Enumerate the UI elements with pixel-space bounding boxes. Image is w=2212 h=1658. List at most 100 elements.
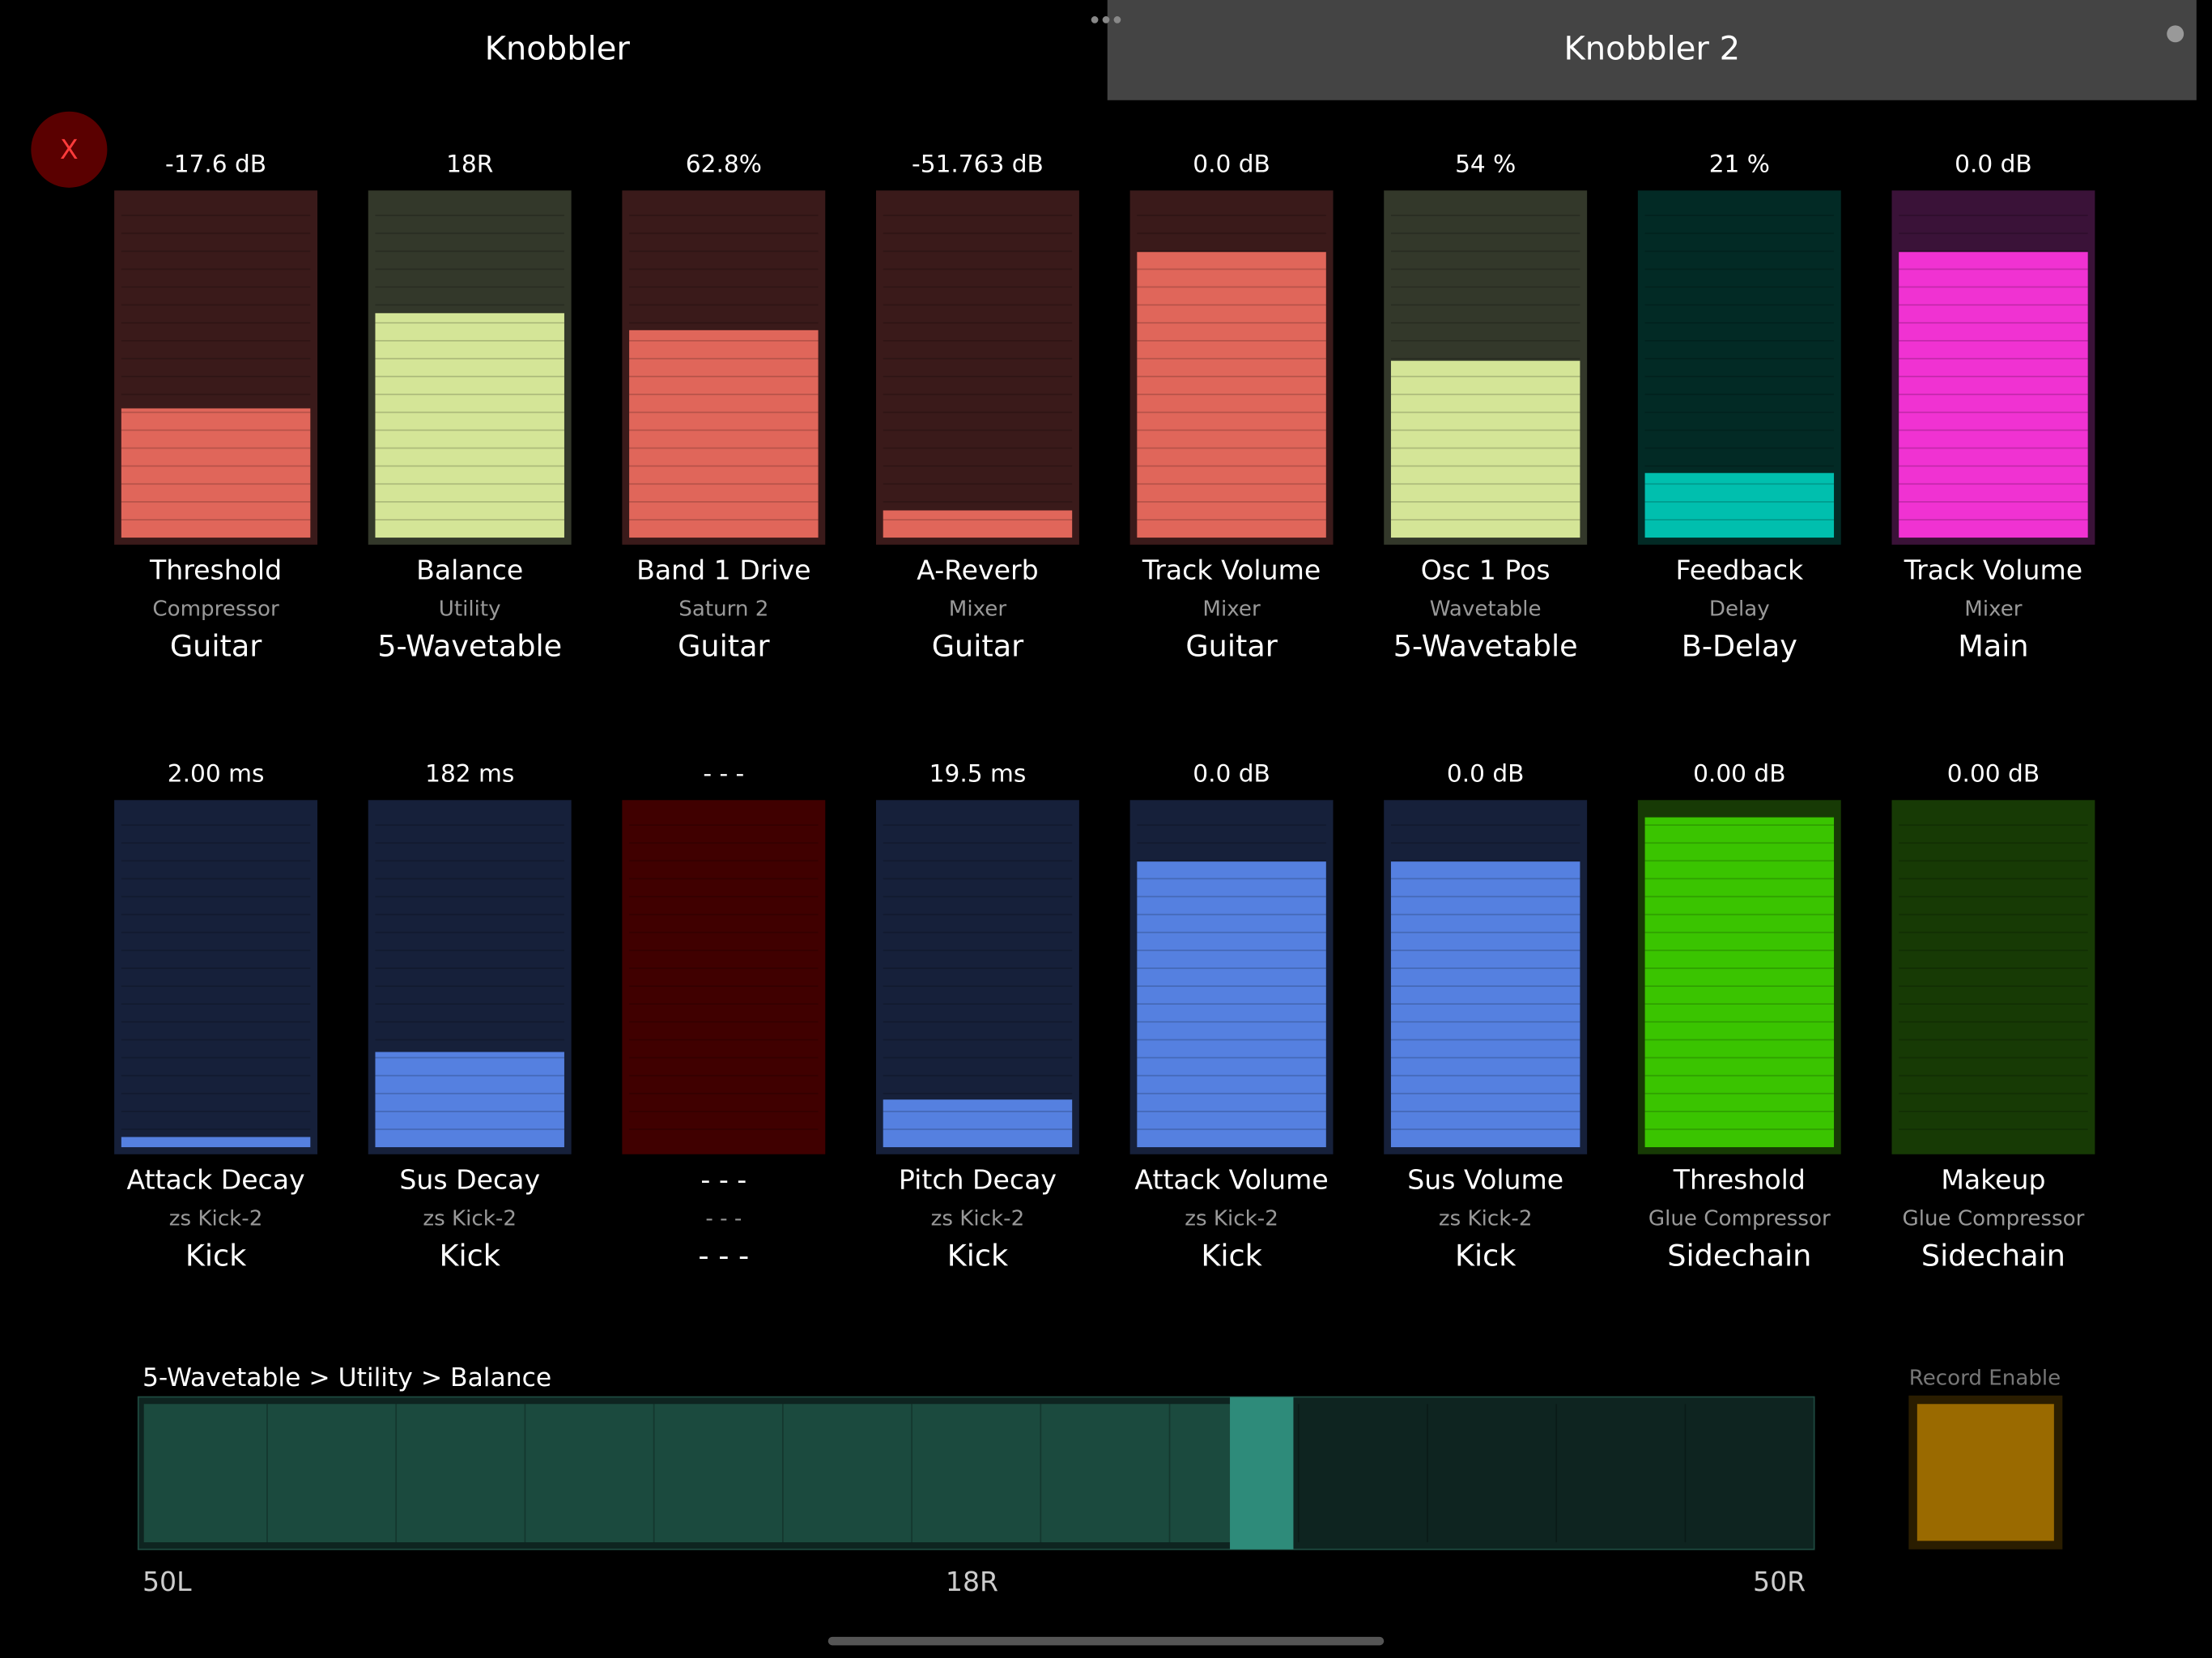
fader-device: Compressor	[152, 597, 279, 621]
fader-device: zs Kick-2	[1439, 1206, 1533, 1231]
fader-value: 2.00 ms	[168, 759, 265, 787]
fader-value: -51.763 dB	[912, 150, 1044, 177]
tab-2[interactable]	[1107, 0, 2197, 100]
fader-value: 0.0 dB	[1193, 759, 1270, 787]
fader-fill	[1899, 252, 2088, 538]
dot	[1091, 16, 1099, 23]
fader-name: Attack Volume	[1134, 1163, 1328, 1195]
slider[interactable]	[137, 1396, 1815, 1550]
fader-fill	[121, 1137, 311, 1148]
fader-value: 0.0 dB	[1955, 150, 2032, 177]
fader-track[interactable]	[875, 190, 1079, 545]
fader-track-name: Guitar	[1185, 629, 1278, 664]
fader-name: Threshold	[149, 554, 282, 585]
status-dot	[2167, 25, 2184, 43]
fader-name: Osc 1 Pos	[1421, 554, 1551, 585]
record-label: Record Enable	[1909, 1366, 2061, 1390]
fader-value: 0.00 dB	[1947, 759, 2040, 787]
fader-value: 182 ms	[425, 759, 514, 787]
fader-fill	[1137, 861, 1326, 1148]
fader-track-name: - - -	[698, 1238, 749, 1273]
slider-value: 18R	[946, 1566, 998, 1597]
fader-fill	[375, 312, 564, 538]
fader-device: Wavetable	[1430, 597, 1542, 621]
fader-fill	[121, 408, 311, 538]
fader-track[interactable]	[114, 800, 318, 1154]
fader-fill	[1390, 360, 1580, 538]
fader-device: Glue Compressor	[1648, 1206, 1831, 1231]
fader-device: zs Kick-2	[1185, 1206, 1278, 1231]
fader-value: -17.6 dB	[165, 150, 266, 177]
fader-device: zs Kick-2	[931, 1206, 1025, 1231]
fader-value: 0.00 dB	[1693, 759, 1785, 787]
fader-device: Mixer	[949, 597, 1007, 621]
fader-track-name: Kick	[439, 1238, 500, 1273]
fader-track-name: Guitar	[170, 629, 262, 664]
selected-path: 5-Wavetable > Utility > Balance	[143, 1363, 551, 1392]
faders: -17.6 dB Threshold Compressor Guitar 18R Bala…	[114, 150, 2095, 1273]
fader-value: 21 %	[1709, 150, 1770, 177]
fader-track-name: Guitar	[678, 629, 770, 664]
fader-fill	[1137, 252, 1326, 538]
fader-track-name: 5-Wavetable	[377, 629, 562, 664]
fader-device: zs Kick-2	[423, 1206, 517, 1231]
fader-name: Threshold	[1673, 1163, 1806, 1195]
fader-track-name: Kick	[185, 1238, 247, 1273]
tab-label: Knobbler 2	[1564, 31, 1741, 68]
fader-fill	[1390, 861, 1580, 1148]
fader-track-name: Kick	[1201, 1238, 1262, 1273]
fader-name: Attack Decay	[127, 1163, 305, 1195]
slider-max: 50R	[1753, 1566, 1806, 1597]
fader-value: 62.8%	[686, 150, 762, 177]
fader-value: 0.0 dB	[1447, 759, 1525, 787]
slider-min: 50L	[143, 1566, 192, 1597]
home-indicator	[827, 1636, 1385, 1646]
fader-device: Delay	[1709, 597, 1770, 621]
fader-device: Utility	[439, 597, 501, 621]
fader-value: 54 %	[1455, 150, 1516, 177]
fader-track-name: Kick	[947, 1238, 1009, 1273]
fader-fill	[883, 1099, 1073, 1148]
fader-name: Track Volume	[1142, 554, 1321, 585]
record-button[interactable]	[1916, 1404, 2054, 1541]
fader-track[interactable]	[1891, 800, 2095, 1154]
fader-value: 0.0 dB	[1193, 150, 1270, 177]
slider-fill	[143, 1404, 1278, 1543]
fader-track-name: Kick	[1455, 1238, 1516, 1273]
fader-device: - - -	[705, 1206, 742, 1231]
fader-track-name: Main	[1958, 629, 2028, 664]
tab-1[interactable]: Knobbler	[485, 31, 631, 68]
fader-device: Mixer	[1202, 597, 1261, 621]
fader-track-name: Sidechain	[1921, 1238, 2065, 1273]
fader-name: Balance	[416, 554, 523, 585]
fader-name: Makeup	[1941, 1163, 2045, 1195]
tab-label: Knobbler	[485, 31, 631, 68]
fader-name: Feedback	[1675, 554, 1803, 585]
fader-value: 19.5 ms	[929, 759, 1027, 787]
fader-fill	[629, 329, 819, 538]
close-button[interactable]	[31, 111, 108, 188]
fader-fill	[1644, 473, 1835, 538]
fader-track[interactable]	[875, 800, 1079, 1154]
fader-device: Saturn 2	[678, 597, 768, 621]
fader-name: Track Volume	[1904, 554, 2082, 585]
fader-track-name: Guitar	[932, 629, 1024, 664]
slider-handle	[1230, 1397, 1294, 1550]
fader-value: - - -	[703, 759, 744, 787]
fader-device: zs Kick-2	[169, 1206, 263, 1231]
fader-name: Band 1 Drive	[636, 554, 810, 585]
fader-value: 18R	[446, 150, 493, 177]
fader-track-name: 5-Wavetable	[1393, 629, 1578, 664]
fader-name: Sus Volume	[1407, 1163, 1563, 1195]
fader-name: - - -	[700, 1163, 747, 1195]
dot	[1102, 16, 1110, 23]
fader-device: Glue Compressor	[1903, 1206, 2085, 1231]
fader-fill	[375, 1052, 564, 1148]
fader-track-name: Sidechain	[1667, 1238, 1811, 1273]
fader-fill	[1644, 817, 1835, 1148]
fader-fill	[883, 510, 1073, 538]
fader-track[interactable]	[622, 800, 826, 1154]
fader-device: Mixer	[1964, 597, 2023, 621]
